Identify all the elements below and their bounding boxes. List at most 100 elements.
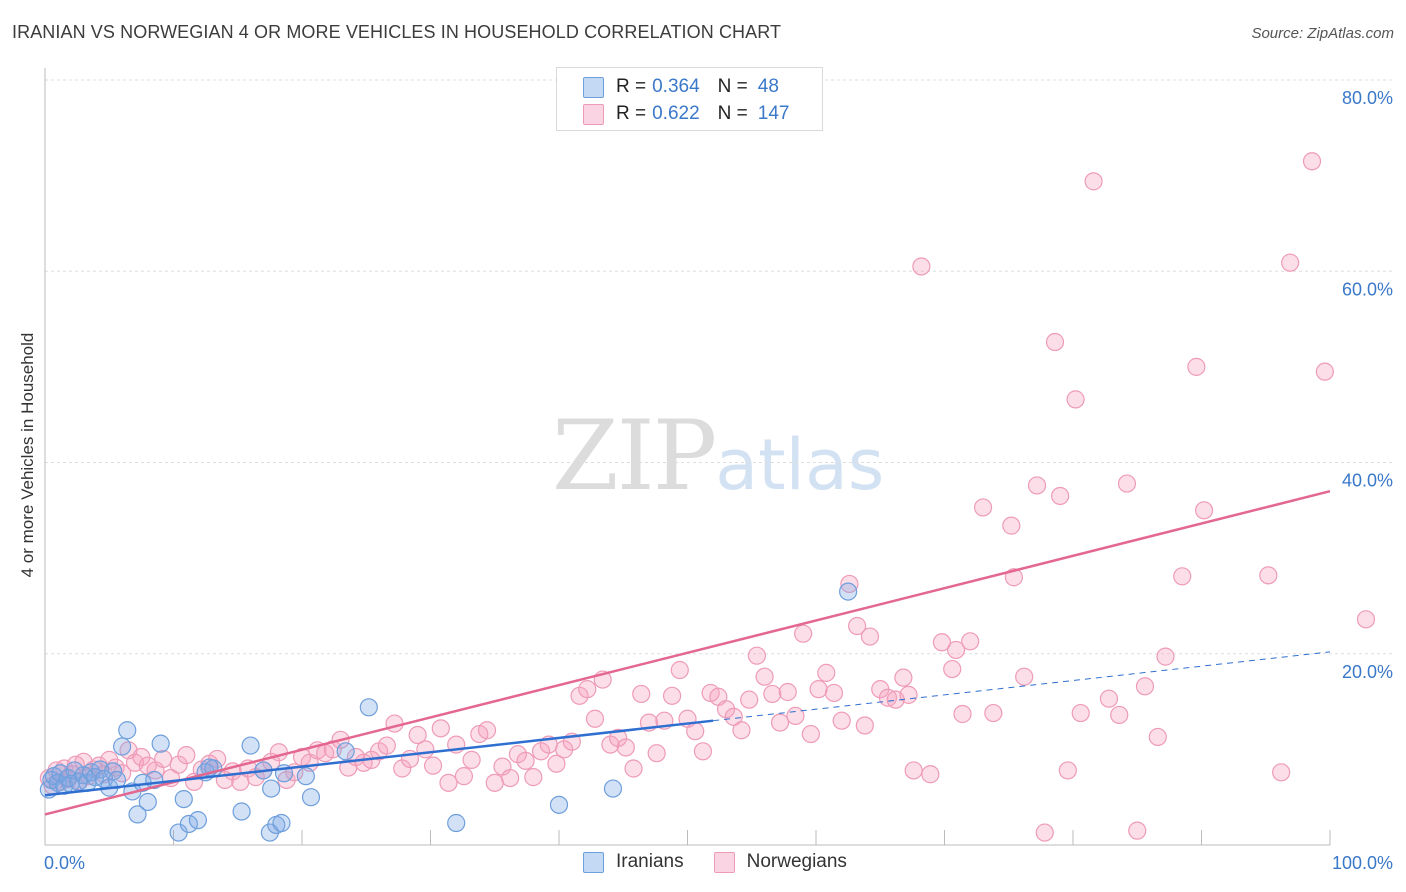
watermark-atlas: atlas [715,424,885,506]
norwegian-point [585,709,605,728]
norwegian-point [809,680,828,699]
iranian-point [179,814,199,834]
norwegian-point [454,767,474,786]
iranian-point [138,792,157,812]
norwegian-point [1148,727,1167,747]
iranian-point [296,767,315,786]
norwegian-point [755,667,774,686]
iranian-point [359,698,378,717]
norwegian-point [693,742,713,761]
chart-title: IRANIAN VS NORWEGIAN 4 OR MORE VEHICLES … [12,22,782,42]
norwegian-point [747,646,766,665]
legend-item-iranians[interactable]: Iranians [583,851,684,873]
norwegian-point [860,627,880,646]
axes [44,68,1331,846]
norwegian-point [1281,253,1300,272]
norwegian-point [716,700,736,719]
norwegian-point [973,498,993,517]
iranian-point [188,811,208,830]
norwegian-point [899,685,918,704]
norwegian-point [416,740,435,759]
trend-lines [44,489,1331,816]
iranian-point [272,813,291,833]
iranian-point [336,742,355,761]
norwegian-point [609,728,628,748]
iranians-trend-line [44,719,714,797]
norwegian-point [801,724,820,744]
norwegian-point [439,773,458,792]
stats-legend: R = 0.364 N = 48 R = 0.622 N = 147 [556,67,823,131]
norwegian-point [1135,677,1155,696]
r-value: 0.364 [652,76,700,97]
norwegian-point [1187,357,1206,376]
norwegian-point [169,755,188,774]
norwegian-point [686,722,705,741]
y-tick-label: 80.0% [1342,88,1393,108]
norwegian-point [177,746,196,765]
norwegian-point [1051,486,1070,506]
iranians-swatch [583,76,604,98]
legend-label-iranians: Iranians [616,851,684,872]
norwegian-point [1066,390,1085,409]
watermark-zip: ZIP [552,400,717,512]
y-tick-label: 60.0% [1342,279,1393,299]
norwegian-point [1259,566,1278,585]
norwegian-point [1058,761,1077,780]
r-value: 0.622 [652,103,700,124]
norwegian-point [953,704,972,724]
norwegian-point [932,633,952,652]
norwegian-point [763,684,782,704]
norwegian-point [778,682,797,702]
iranian-point [128,805,147,824]
norwegian-point [578,680,597,699]
norwegian-point [724,707,743,726]
r-label: R = [616,76,647,97]
norwegian-point [647,744,666,763]
legend-label-norwegians: Norwegians [746,851,847,872]
iranian-point [104,762,123,781]
iranians-points [39,582,858,842]
norwegian-point [431,719,450,738]
norwegian-point [1045,332,1065,352]
watermark: ZIPatlas [552,400,884,512]
iranian-point [262,779,281,798]
iranian-point [301,788,321,807]
norwegian-point [824,683,844,703]
legend-item-norwegians[interactable]: Norwegians [713,851,847,873]
norwegian-point [912,257,931,276]
norwegian-point [632,684,651,704]
norwegians-swatch [583,103,604,125]
norwegian-point [794,624,813,643]
iranian-point [603,779,623,798]
norwegian-point [485,773,504,792]
iranian-point [241,736,260,755]
iranian-point [118,721,137,740]
norwegian-point [385,714,404,733]
norwegian-point [1084,172,1103,191]
norwegian-point [961,632,980,651]
tick-labels: 20.0% 40.0% 60.0% 80.0% 0.0% 100.0% [44,88,1393,873]
x-tick-label: 0.0% [44,853,85,873]
norwegian-point [616,738,635,757]
norwegian-point [1356,610,1376,629]
norwegian-point [547,754,566,773]
norwegian-point [516,751,535,770]
norwegian-point [1027,476,1047,495]
norwegian-point [1035,823,1054,842]
iranian-point [151,734,170,753]
norwegian-point [1173,567,1192,586]
norwegian-point [662,686,682,705]
source-credit: Source: ZipAtlas.com [1251,25,1394,42]
iranian-point [839,582,858,601]
norwegian-point [555,740,574,759]
norwegian-point [1315,362,1334,381]
y-axis-label: 4 or more Vehicles in Household [18,332,37,578]
norwegian-point [840,574,859,594]
n-value: 147 [757,103,790,124]
norwegian-point [423,756,443,775]
norwegian-point [943,659,962,679]
norwegian-point [1194,501,1214,520]
norwegian-point [817,663,836,682]
iranians-trend-extension [713,651,1331,722]
